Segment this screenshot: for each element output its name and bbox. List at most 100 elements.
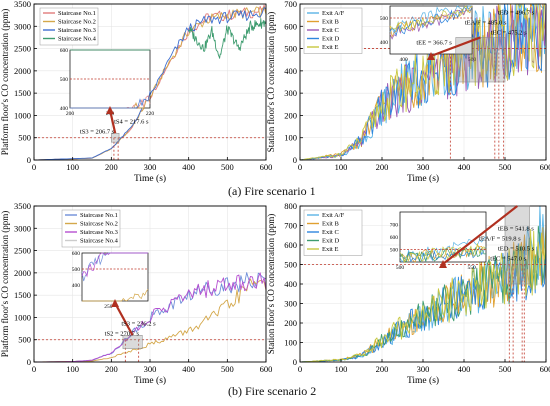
y-tick-label: 200 [284, 110, 297, 120]
x-tick-label: 500 [221, 162, 234, 172]
chart-panel-b-left: 0 100 200 300 400 500 600 0 500 1000 1500 2000 2500 3… [0, 201, 272, 386]
x-tick-label: 300 [417, 162, 430, 172]
x-tick-label: 100 [335, 364, 348, 374]
annotation-label: tED = 496.7 s [498, 10, 535, 17]
inset-series-line [389, 5, 473, 40]
x-tick-label: 400 [182, 364, 195, 374]
inset-series-line [389, 5, 473, 32]
zoom-arrow [442, 205, 518, 265]
y-tick-label: 2500 [14, 246, 31, 256]
x-tick-label: 600 [540, 364, 550, 374]
legend-label: Exit B [322, 19, 339, 26]
legend-label: Staircase No.3 [58, 27, 96, 34]
y-tick-label: 3500 [14, 201, 31, 211]
y-axis-label: Station floor's CO concentration (ppm) [266, 214, 276, 355]
zoom-region [111, 133, 120, 143]
chart-panel-a-right: 0 100 200 300 400 500 600 0 100 200 300 400 500 600 70… [266, 0, 550, 184]
y-tick-label: 3500 [14, 0, 31, 9]
y-tick-label: 3000 [14, 21, 31, 31]
y-tick-label: 700 [284, 221, 297, 231]
inset-frame [81, 252, 149, 302]
inset-x-tick-label: 550 [468, 265, 477, 271]
x-axis-label: Time (s) [134, 173, 166, 184]
annotation-label: tEC = 475.2 s [491, 30, 527, 37]
inset-y-tick-label: 600 [60, 48, 69, 54]
zoom-arrow-head [439, 260, 447, 268]
x-tick-label: 300 [144, 162, 157, 172]
x-axis-label: Time (s) [407, 173, 439, 184]
chart-panel-a-left: 0 100 200 300 400 500 600 0 500 1000 1500 2000 2500 3… [0, 0, 272, 184]
inset-y-tick-label: 400 [72, 283, 81, 289]
inset-series-line [389, 5, 473, 38]
inset-series-line [389, 6, 473, 37]
legend-label: Staircase No.1 [58, 10, 96, 17]
annotation-label: tEA/F = 519.8 s [479, 236, 521, 243]
y-tick-label: 300 [284, 299, 297, 309]
y-tick-label: 400 [284, 66, 297, 76]
x-tick-label: 400 [458, 162, 471, 172]
annotation-label: tEB = 541.8 s [498, 226, 534, 233]
zoom-arrow [114, 302, 134, 336]
y-tick-label: 700 [284, 0, 297, 9]
inset-y-tick-label: 500 [60, 77, 69, 83]
x-tick-label: 0 [32, 364, 36, 374]
y-tick-label: 300 [284, 88, 297, 98]
legend-label: Staircase No.4 [58, 36, 97, 43]
x-tick-label: 200 [376, 162, 389, 172]
y-tick-label: 500 [18, 335, 31, 345]
annotation-label: tEE = 366.7 s [416, 40, 452, 47]
y-axis-label: Platform floor's CO concentration (ppm) [0, 211, 10, 358]
y-tick-label: 200 [284, 318, 297, 328]
y-tick-label: 500 [18, 133, 31, 143]
x-tick-label: 0 [298, 162, 302, 172]
y-tick-label: 3000 [14, 223, 31, 233]
annotation-label: tEC = 547.0 s [490, 256, 526, 263]
series-line [188, 18, 267, 59]
x-tick-label: 200 [105, 162, 118, 172]
x-tick-label: 500 [499, 162, 512, 172]
inset-y-tick-label: 400 [60, 106, 69, 112]
inset-x-tick-label: 400 [400, 57, 409, 63]
y-tick-label: 500 [284, 44, 297, 54]
inset-x-tick-label: 500 [468, 57, 477, 63]
legend-label: Exit A/F [322, 10, 345, 17]
y-tick-label: 1000 [14, 110, 31, 120]
chart-panel-b-right: 0 100 200 300 400 500 600 0 100 200 300 400 500 600 70… [266, 201, 550, 386]
y-tick-label: 400 [284, 279, 297, 289]
x-tick-label: 500 [499, 364, 512, 374]
x-tick-label: 0 [32, 162, 36, 172]
y-tick-label: 0 [27, 155, 31, 165]
legend-box [303, 209, 363, 256]
annotation-label: tED = 510.5 s [498, 246, 535, 253]
x-tick-label: 600 [540, 162, 550, 172]
zoom-arrow-head [106, 106, 114, 114]
x-tick-label: 400 [182, 162, 195, 172]
x-tick-label: 100 [335, 162, 348, 172]
inset-y-tick-label: 400 [380, 40, 389, 46]
annotation-label: tS4 = 217.6 s [114, 119, 149, 126]
legend-label: Staircase No.1 [80, 212, 118, 219]
zoom-arrow-head [111, 299, 119, 307]
x-axis-label: Time (s) [134, 375, 166, 386]
inset: 250 400 500 600 [72, 251, 149, 310]
y-tick-label: 2500 [14, 44, 31, 54]
y-tick-label: 2000 [14, 268, 31, 278]
y-tick-label: 600 [284, 240, 297, 250]
inset-series-line [81, 252, 148, 278]
inset-y-tick-label: 500 [380, 16, 389, 22]
inset-x-tick-label: 200 [66, 111, 75, 117]
inset: 500 550 500 600 700 [390, 211, 487, 271]
legend-label: Staircase No.2 [80, 221, 118, 228]
inset-y-tick-label: 700 [390, 223, 399, 229]
legend-label: Staircase No.2 [58, 19, 96, 26]
x-tick-label: 600 [260, 162, 273, 172]
annotation-label: tEA/F = 485.0 s [465, 20, 507, 27]
annotation-label: tS3 = 236.2 s [121, 321, 156, 328]
y-tick-label: 500 [284, 260, 297, 270]
inset: 200210220400500600 [60, 48, 155, 117]
caption-a: (a) Fire scenario 1 [228, 184, 316, 198]
y-tick-label: 100 [284, 133, 297, 143]
